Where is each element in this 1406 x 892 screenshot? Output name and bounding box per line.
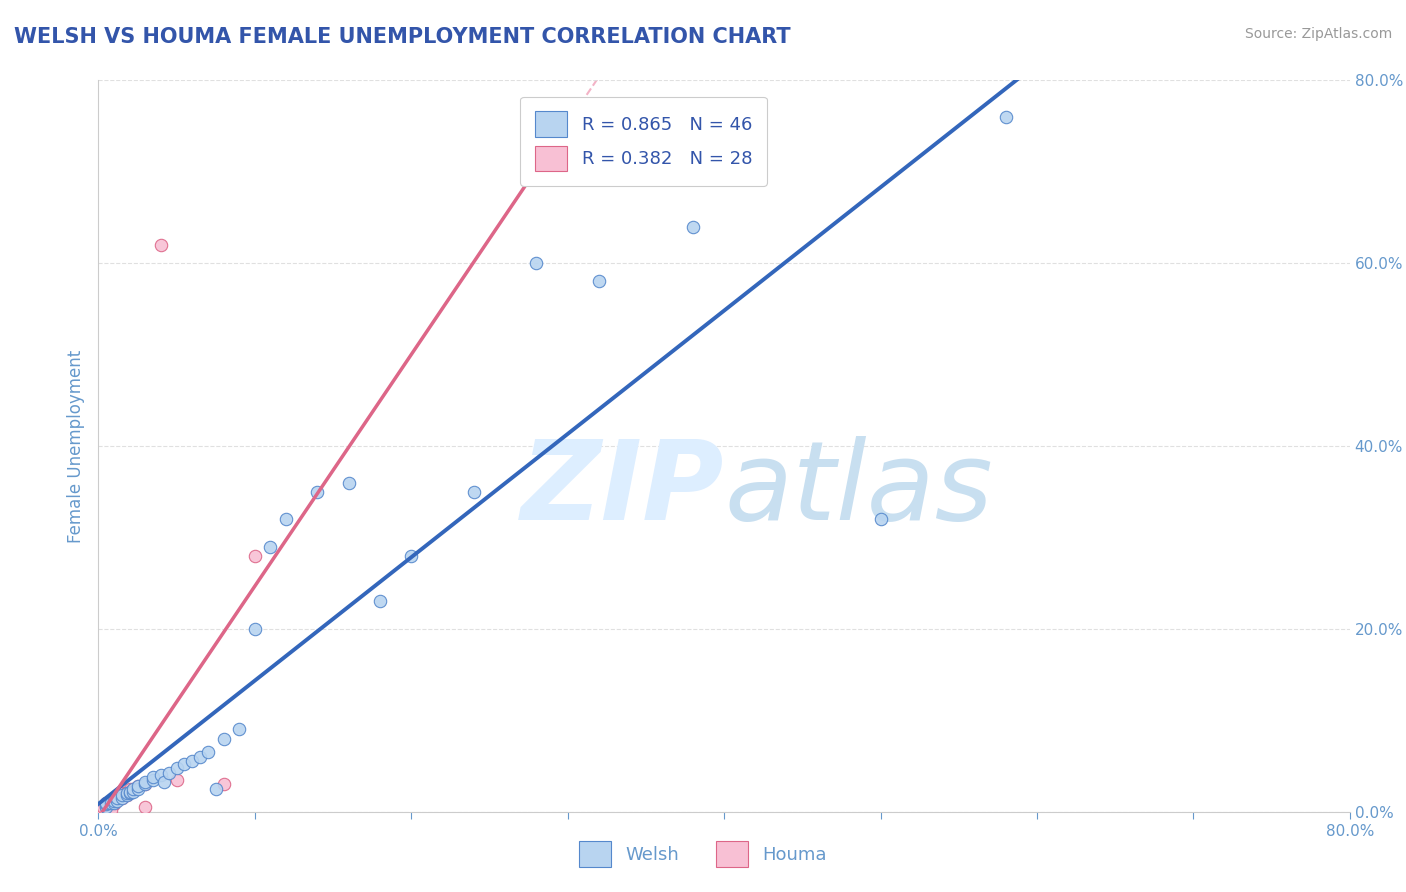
Point (103, 794, 125, 808)
Point (121, 781, 143, 796)
Point (259, 540, 281, 554)
Point (98, 798, 121, 813)
Point (204, 781, 226, 796)
Point (91, 800, 114, 814)
Point (181, 755, 204, 769)
Point (188, 749, 211, 764)
Point (118, 781, 141, 796)
Point (134, 775, 156, 789)
Point (90, 802, 112, 816)
Y-axis label: Female Unemployment: Female Unemployment (66, 350, 84, 542)
Point (96, 798, 118, 813)
Point (127, 779, 149, 793)
Point (142, 770, 165, 784)
Point (212, 731, 235, 746)
Text: atlas: atlas (724, 436, 993, 543)
Point (100, 794, 122, 808)
Point (115, 789, 138, 803)
Point (150, 238, 173, 252)
Point (150, 768, 173, 782)
Text: ZIP: ZIP (520, 436, 724, 543)
Point (98, 796, 121, 810)
Point (111, 789, 134, 803)
Point (96, 797, 118, 812)
Legend: R = 0.865   N = 46, R = 0.382   N = 28: R = 0.865 N = 46, R = 0.382 N = 28 (520, 96, 766, 186)
Point (111, 791, 134, 805)
Point (228, 723, 250, 737)
Point (243, 622, 266, 636)
Point (153, 775, 176, 789)
Point (134, 800, 156, 814)
Point (212, 777, 235, 791)
Point (166, 772, 188, 787)
Point (100, 803, 122, 817)
Point (463, 484, 485, 499)
Point (96, 800, 118, 814)
Point (100, 796, 122, 810)
Point (134, 777, 156, 791)
Point (274, 512, 298, 526)
Point (121, 784, 143, 798)
Text: WELSH VS HOUMA FEMALE UNEMPLOYMENT CORRELATION CHART: WELSH VS HOUMA FEMALE UNEMPLOYMENT CORRE… (14, 27, 790, 46)
Point (682, 219, 704, 234)
Point (105, 789, 128, 803)
Point (118, 784, 141, 798)
Point (111, 787, 134, 801)
Point (526, 256, 548, 270)
Point (121, 781, 143, 796)
Point (173, 757, 195, 772)
Point (115, 789, 138, 803)
Point (96, 796, 118, 810)
Point (142, 772, 165, 787)
Point (115, 784, 138, 798)
Point (105, 791, 128, 805)
Point (157, 766, 180, 780)
Point (197, 745, 219, 759)
Point (105, 794, 128, 808)
Point (111, 791, 134, 805)
Point (307, 484, 329, 499)
Point (401, 549, 423, 563)
Point (103, 797, 125, 812)
Point (588, 275, 610, 289)
Point (105, 791, 128, 805)
Point (127, 781, 149, 796)
Legend: Welsh, Houma: Welsh, Houma (572, 834, 834, 874)
Point (869, 512, 891, 526)
Text: Source: ZipAtlas.com: Source: ZipAtlas.com (1244, 27, 1392, 41)
Point (100, 796, 122, 810)
Point (134, 777, 156, 791)
Point (96, 796, 118, 810)
Point (118, 784, 141, 798)
Point (994, 110, 1017, 124)
Point (127, 779, 149, 793)
Point (103, 794, 125, 808)
Point (115, 787, 138, 801)
Point (103, 796, 125, 810)
Point (243, 549, 266, 563)
Point (166, 761, 188, 775)
Point (337, 475, 360, 490)
Point (368, 594, 391, 608)
Point (96, 800, 118, 814)
Point (118, 787, 141, 801)
